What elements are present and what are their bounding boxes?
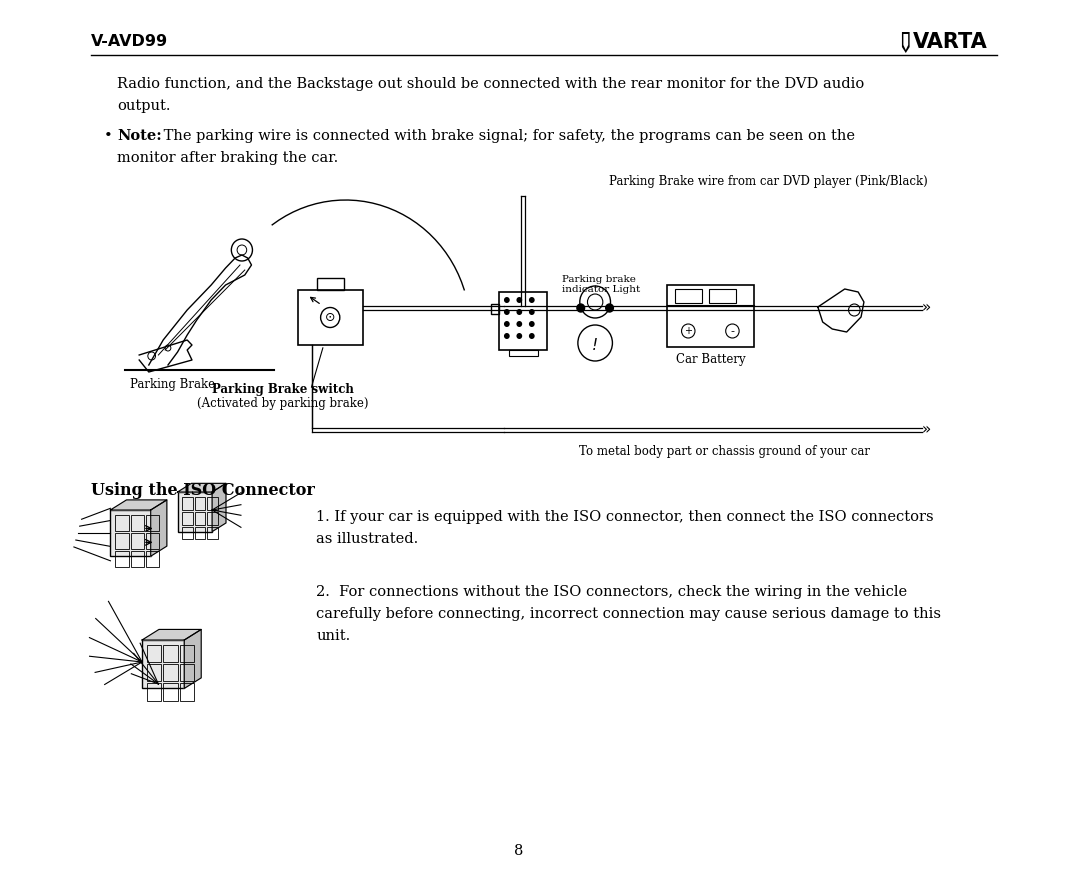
Bar: [116, 533, 129, 549]
Bar: [179, 683, 194, 700]
Circle shape: [516, 333, 523, 339]
Circle shape: [504, 321, 510, 327]
Bar: [194, 526, 205, 540]
Circle shape: [577, 304, 584, 312]
Bar: [179, 645, 194, 662]
Text: as illustrated.: as illustrated.: [316, 532, 418, 546]
Bar: [116, 515, 129, 531]
Text: (Activated by parking brake): (Activated by parking brake): [198, 397, 369, 410]
Text: Parking brake: Parking brake: [562, 275, 635, 284]
Polygon shape: [903, 34, 908, 50]
Bar: [194, 497, 205, 509]
Polygon shape: [185, 630, 201, 689]
Text: Radio function, and the Backstage out should be connected with the rear monitor : Radio function, and the Backstage out sh…: [117, 77, 864, 91]
Bar: [179, 664, 194, 682]
Circle shape: [529, 321, 535, 327]
Text: »: »: [921, 300, 931, 315]
Bar: [207, 526, 218, 540]
Text: Parking Brake switch: Parking Brake switch: [213, 383, 354, 396]
Bar: [183, 512, 193, 525]
Polygon shape: [143, 630, 201, 640]
Text: 8: 8: [514, 844, 523, 858]
Bar: [131, 533, 144, 549]
Circle shape: [606, 304, 613, 312]
Bar: [163, 664, 177, 682]
Text: Parking Brake: Parking Brake: [130, 378, 215, 391]
Text: !: !: [592, 337, 598, 352]
Circle shape: [504, 309, 510, 315]
Bar: [183, 526, 193, 540]
Bar: [110, 510, 151, 556]
Bar: [147, 664, 161, 682]
Bar: [163, 645, 177, 662]
Text: indicator Light: indicator Light: [562, 285, 639, 294]
Polygon shape: [151, 500, 166, 556]
Bar: [146, 551, 160, 567]
Polygon shape: [902, 32, 909, 53]
Bar: [667, 285, 754, 347]
Bar: [316, 278, 343, 290]
Circle shape: [529, 297, 535, 303]
Bar: [131, 515, 144, 531]
Bar: [207, 512, 218, 525]
Circle shape: [504, 333, 510, 339]
Polygon shape: [212, 483, 226, 532]
Bar: [298, 290, 363, 345]
Text: V-AVD99: V-AVD99: [91, 34, 168, 49]
Text: »: »: [921, 422, 931, 437]
Polygon shape: [110, 500, 166, 510]
Bar: [163, 683, 177, 700]
Bar: [131, 551, 144, 567]
Bar: [183, 497, 193, 509]
Text: unit.: unit.: [316, 629, 350, 643]
Circle shape: [516, 309, 523, 315]
Bar: [207, 497, 218, 509]
Text: To metal body part or chassis ground of your car: To metal body part or chassis ground of …: [579, 445, 870, 458]
Bar: [509, 350, 538, 356]
Bar: [146, 515, 160, 531]
Text: Using the ISO Connector: Using the ISO Connector: [91, 482, 315, 499]
Bar: [177, 492, 212, 532]
Text: Note:: Note:: [117, 129, 162, 143]
Bar: [146, 533, 160, 549]
Circle shape: [516, 321, 523, 327]
Text: output.: output.: [117, 99, 171, 113]
Text: +: +: [685, 326, 692, 336]
Text: carefully before connecting, incorrect connection may cause serious damage to th: carefully before connecting, incorrect c…: [316, 607, 941, 621]
Text: 2.  For connections without the ISO connectors, check the wiring in the vehicle: 2. For connections without the ISO conne…: [316, 585, 907, 599]
Text: monitor after braking the car.: monitor after braking the car.: [117, 151, 338, 165]
Text: Car Battery: Car Battery: [675, 353, 745, 366]
Text: VARTA: VARTA: [914, 32, 988, 52]
Bar: [147, 645, 161, 662]
Bar: [499, 292, 548, 350]
Circle shape: [516, 297, 523, 303]
Bar: [675, 289, 702, 303]
Circle shape: [529, 309, 535, 315]
Circle shape: [529, 333, 535, 339]
Bar: [143, 640, 185, 689]
Bar: [710, 289, 737, 303]
Text: Parking Brake wire from car DVD player (Pink/Black): Parking Brake wire from car DVD player (…: [608, 175, 928, 188]
Bar: [147, 683, 161, 700]
Bar: [491, 304, 499, 314]
Bar: [116, 551, 129, 567]
Text: •: •: [104, 129, 112, 143]
Text: The parking wire is connected with brake signal; for safety, the programs can be: The parking wire is connected with brake…: [160, 129, 855, 143]
Text: 1. If your car is equipped with the ISO connector, then connect the ISO connecto: 1. If your car is equipped with the ISO …: [316, 510, 934, 524]
Circle shape: [504, 297, 510, 303]
Bar: [194, 512, 205, 525]
Polygon shape: [177, 483, 226, 492]
Text: -: -: [730, 326, 734, 336]
Text: ⊙: ⊙: [325, 311, 336, 324]
